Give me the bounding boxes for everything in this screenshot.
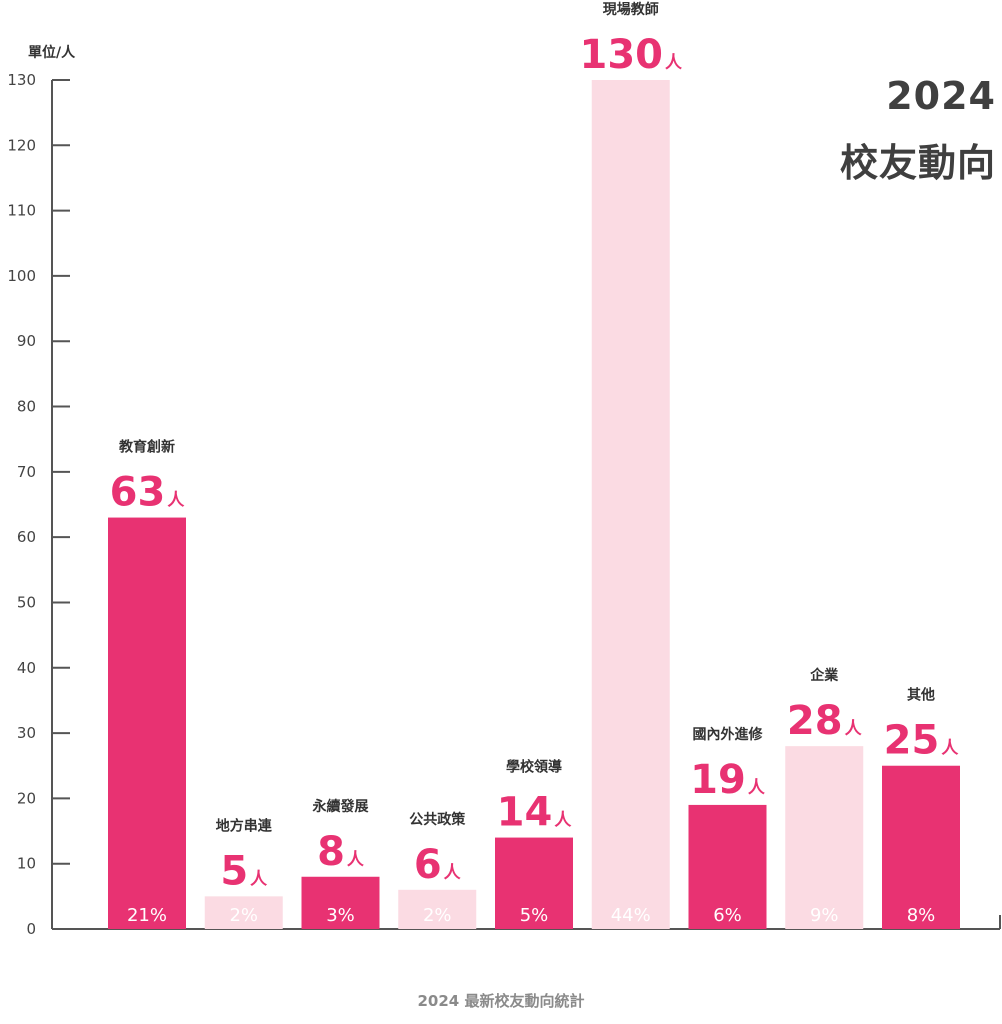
bar-value-unit: 人 bbox=[665, 53, 683, 73]
bar-value-unit: 人 bbox=[444, 863, 462, 883]
bar-category-label: 學校領導 bbox=[506, 759, 562, 776]
bar-value-unit: 人 bbox=[748, 778, 766, 798]
bar-value-label: 14 人 bbox=[497, 790, 573, 836]
bar-percentage-label: 6% bbox=[713, 905, 742, 926]
bar bbox=[301, 876, 380, 929]
bar bbox=[204, 896, 283, 929]
y-tick-label: 60 bbox=[17, 528, 36, 546]
bar-value-number: 8 bbox=[317, 829, 345, 875]
bar-percentage-label: 9% bbox=[810, 905, 839, 926]
bar bbox=[785, 746, 864, 929]
y-tick-label: 80 bbox=[17, 398, 36, 416]
y-tick-label: 50 bbox=[17, 593, 36, 611]
bar-percentage-label: 44% bbox=[611, 905, 651, 926]
bar-value-number: 63 bbox=[110, 470, 166, 516]
bar bbox=[882, 765, 960, 929]
bar bbox=[591, 80, 670, 929]
bar-value-label: 19 人 bbox=[690, 757, 766, 803]
chart-caption: 2024 最新校友動向統計 bbox=[417, 992, 585, 1010]
bar-percentage-label: 2% bbox=[229, 905, 258, 926]
bar-value-number: 25 bbox=[884, 718, 940, 764]
bar-value-number: 130 bbox=[580, 32, 664, 78]
bar-category-label: 企業 bbox=[809, 667, 839, 684]
bar-percentage-label: 8% bbox=[907, 905, 936, 926]
bar-value-number: 14 bbox=[497, 790, 553, 836]
bar-category-label: 其他 bbox=[907, 687, 935, 704]
bar-percentage-label: 2% bbox=[423, 905, 452, 926]
bar-percentage-label: 21% bbox=[127, 905, 167, 926]
bar-category-label: 教育創新 bbox=[119, 439, 175, 456]
bar-value-label: 25 人 bbox=[884, 718, 960, 764]
bar-value-unit: 人 bbox=[554, 811, 572, 831]
bar-value-number: 19 bbox=[690, 757, 746, 803]
y-tick-label: 30 bbox=[17, 724, 36, 742]
bar-percentage-label: 5% bbox=[520, 905, 549, 926]
y-tick-label: 100 bbox=[7, 267, 36, 285]
bar bbox=[398, 889, 477, 929]
bar-category-label: 公共政策 bbox=[409, 811, 466, 828]
y-tick-label: 130 bbox=[7, 71, 36, 89]
bar bbox=[108, 517, 186, 929]
bar-value-number: 5 bbox=[220, 848, 248, 894]
bar-value-number: 28 bbox=[787, 698, 843, 744]
bar-value-label: 130 人 bbox=[580, 32, 684, 78]
chart-title-text: 校友動向 bbox=[839, 141, 996, 185]
chart-title-year: 2024 bbox=[886, 74, 996, 118]
y-tick-label: 90 bbox=[17, 332, 36, 350]
bar-value-unit: 人 bbox=[941, 739, 959, 759]
bar-category-label: 地方串連 bbox=[216, 817, 273, 834]
y-tick-label: 20 bbox=[17, 789, 36, 807]
bar-category-label: 永續發展 bbox=[312, 798, 369, 815]
y-tick-label: 10 bbox=[17, 855, 36, 873]
y-tick-label: 70 bbox=[17, 463, 36, 481]
bar-value-number: 6 bbox=[414, 842, 442, 888]
y-tick-label: 120 bbox=[7, 136, 36, 154]
y-tick-label: 40 bbox=[17, 659, 36, 677]
bar bbox=[688, 804, 767, 929]
bar-value-unit: 人 bbox=[347, 850, 365, 870]
bar-value-unit: 人 bbox=[250, 869, 268, 889]
bar-value-label: 28 人 bbox=[787, 698, 863, 744]
bar bbox=[495, 837, 573, 929]
y-tick-label: 110 bbox=[7, 202, 36, 220]
bar-value-unit: 人 bbox=[167, 491, 185, 511]
y-axis-label: 單位/人 bbox=[28, 45, 76, 61]
bar-percentage-label: 3% bbox=[326, 905, 355, 926]
bar-value-unit: 人 bbox=[845, 719, 863, 739]
bar-value-label: 63 人 bbox=[110, 470, 186, 516]
bar-category-label: 國內外進修 bbox=[693, 726, 764, 743]
bar-category-label: 現場教師 bbox=[603, 1, 659, 18]
y-tick-label: 0 bbox=[26, 920, 36, 938]
